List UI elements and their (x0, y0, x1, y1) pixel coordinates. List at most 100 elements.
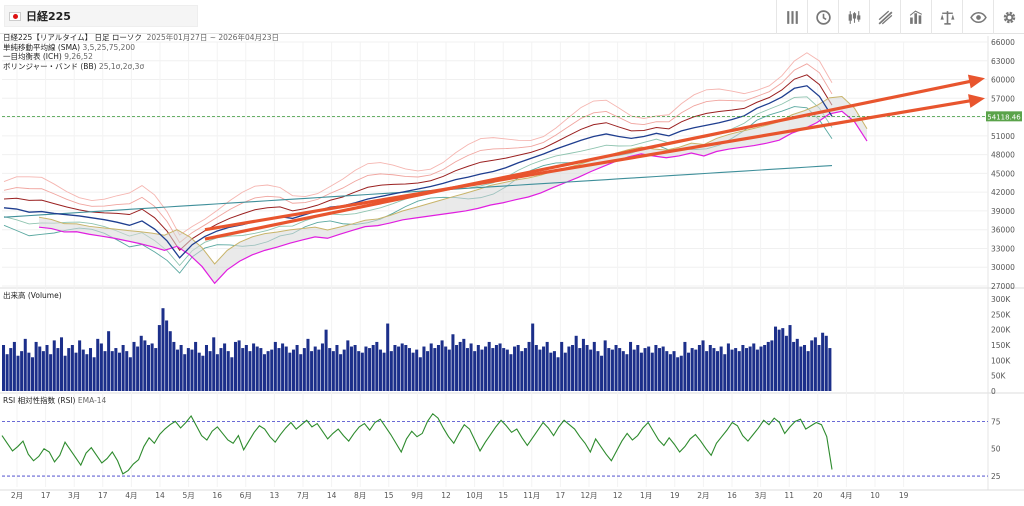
drawing-tools-button[interactable] (869, 0, 900, 34)
volume-bar (813, 337, 817, 391)
volume-bar (774, 326, 778, 391)
volume-bar (484, 346, 488, 391)
eye-icon (969, 11, 987, 23)
volume-bar (614, 345, 618, 391)
price-tick-label: 45000 (991, 169, 1015, 178)
volume-bar (233, 341, 237, 391)
volume-bar (726, 343, 730, 391)
volume-bar (154, 348, 158, 391)
volume-bar (161, 308, 165, 391)
volume-bar (647, 346, 651, 391)
volume-bar (99, 343, 103, 391)
volume-bar (219, 348, 223, 391)
volume-bar (357, 351, 361, 391)
rsi-tick-label: 50 (991, 445, 1001, 454)
time-button[interactable] (807, 0, 838, 34)
volume-bar (465, 348, 469, 391)
settings-button[interactable] (993, 0, 1024, 34)
bb-upper-1sigma (3, 74, 833, 251)
volume-bar (542, 346, 546, 391)
volume-bar (458, 341, 462, 391)
chart-type-button[interactable] (838, 0, 869, 34)
chart-tools (776, 0, 1024, 34)
volume-bar (368, 348, 372, 391)
volume-bar (683, 341, 687, 391)
indicators-button[interactable] (900, 0, 931, 34)
clock-icon (815, 9, 831, 25)
volume-bar (581, 338, 585, 391)
volume-bar (9, 348, 13, 391)
time-tick-label: 16 (212, 491, 222, 500)
time-tick-label: 19 (899, 491, 909, 500)
volume-bar (88, 348, 93, 391)
volume-bar (469, 343, 473, 391)
gear-icon (1003, 11, 1015, 23)
volume-bar (266, 351, 270, 391)
volume-bar (2, 345, 6, 391)
volume-bar (531, 323, 535, 391)
volume-bar (679, 355, 683, 391)
volume-bar (371, 345, 375, 391)
compare-icon (940, 10, 954, 25)
volume-bar (128, 357, 132, 391)
volume-bar (817, 345, 821, 391)
volume-bar (320, 343, 324, 391)
volume-bar (436, 345, 440, 391)
volume-bar (549, 352, 553, 391)
volume-bar (705, 351, 709, 391)
volume-bar (607, 348, 611, 391)
volume-bar (759, 346, 763, 391)
volume-bar (230, 357, 234, 391)
volume-bar (397, 346, 401, 391)
volume-bar (110, 351, 114, 391)
volume-bar (248, 351, 252, 391)
symbol-selector[interactable]: 日経225 (4, 5, 198, 27)
volume-bar (157, 325, 161, 391)
volume-bar (654, 345, 658, 391)
volume-bar (190, 349, 194, 391)
price-tick-label: 66000 (991, 38, 1015, 47)
ichimoku-span-a (38, 95, 868, 265)
ichimoku-span-b (38, 110, 868, 285)
legend-ich[interactable]: 一目均衡表 (ICH) 9,26,52 (3, 52, 279, 62)
volume-tick-label: 50K (991, 372, 1007, 381)
volume-bar (418, 357, 422, 391)
volume-bar (491, 348, 495, 391)
time-tick-label: 8月 (354, 491, 366, 500)
volume-bar (821, 332, 825, 391)
volume-bar (324, 329, 328, 391)
visibility-button[interactable] (962, 0, 993, 34)
volume-bar (426, 351, 430, 391)
price-tick-label: 33000 (991, 244, 1015, 253)
volume-bar (763, 345, 767, 391)
volume-bar (310, 351, 314, 391)
volume-bar (136, 346, 140, 391)
last-price-tag (986, 111, 1022, 122)
volume-bar (346, 340, 350, 391)
volume-bar (85, 354, 89, 391)
legend-bb[interactable]: ボリンジャー・バンド (BB) 25,1σ,2σ,3σ (3, 62, 279, 72)
volume-bar (78, 340, 82, 391)
time-tick-label: 1月 (640, 491, 652, 500)
volume-bar (610, 349, 614, 391)
volume-bar (23, 338, 27, 391)
rsi-line (1, 412, 833, 475)
volume-bar (658, 348, 662, 391)
volume-bar (596, 351, 600, 391)
volume-bar (473, 351, 477, 391)
volume-bar (650, 352, 654, 391)
volume-bar (339, 354, 343, 391)
volume-bar (697, 345, 701, 391)
volume-bar (223, 343, 227, 391)
compare-button[interactable] (931, 0, 962, 34)
time-tick-label: 16 (727, 491, 737, 500)
volume-bar (20, 351, 24, 391)
bars-button[interactable] (776, 0, 807, 34)
volume-bar (172, 341, 176, 391)
volume-bar (600, 355, 604, 391)
volume-bar (389, 351, 393, 391)
rsi-panel-title: RSI 相対性指数 (RSI) EMA-14 (3, 395, 106, 406)
legend-sma[interactable]: 単純移動平均線 (SMA) 3,5,25,75,200 (3, 43, 279, 53)
time-tick-label: 15 (498, 491, 508, 500)
japan-flag-icon (9, 11, 21, 21)
